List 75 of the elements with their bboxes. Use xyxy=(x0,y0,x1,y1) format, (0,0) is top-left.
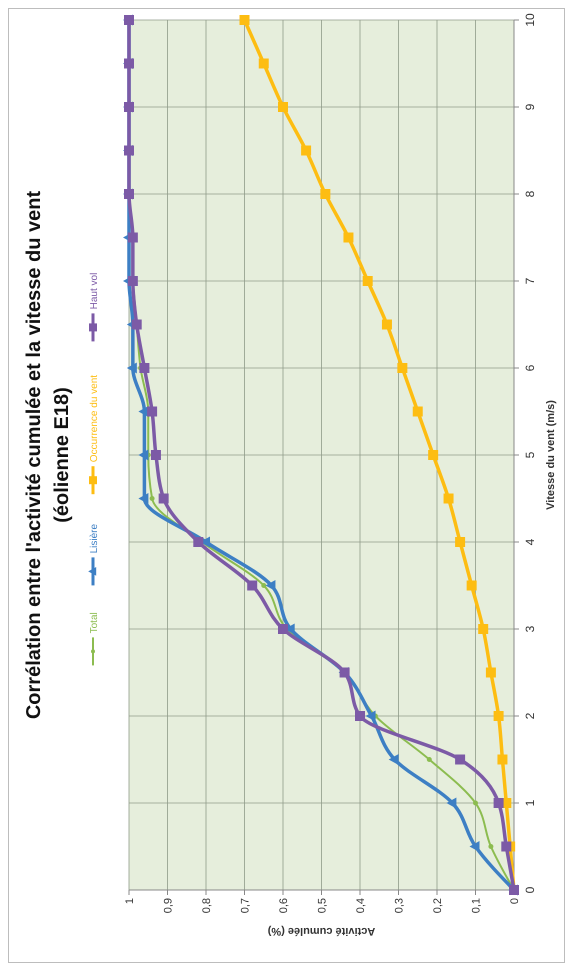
x-tick-label: 1 xyxy=(124,898,136,904)
point xyxy=(261,583,266,588)
point xyxy=(366,710,376,722)
text: Haut vol xyxy=(89,272,100,310)
point xyxy=(382,320,392,330)
point xyxy=(494,711,504,721)
x-tick-label: 0,8 xyxy=(201,898,213,914)
point xyxy=(126,362,137,374)
point xyxy=(258,58,269,68)
point xyxy=(278,624,288,634)
y-tick-label: 3 xyxy=(523,625,537,632)
point xyxy=(470,841,480,852)
point xyxy=(301,146,312,156)
point xyxy=(412,406,423,416)
x-tick-label: 0,7 xyxy=(240,898,252,914)
x-tick-label: 0 xyxy=(509,898,521,904)
point xyxy=(265,580,276,591)
point xyxy=(397,363,408,373)
x-tick-label: 0,9 xyxy=(162,898,174,914)
y-tick-label: 9 xyxy=(523,103,537,110)
y-tick-label: 7 xyxy=(523,277,537,284)
point xyxy=(486,668,496,678)
point xyxy=(150,496,155,501)
point xyxy=(473,800,478,806)
point xyxy=(147,406,158,416)
point xyxy=(362,276,373,286)
point xyxy=(455,754,466,764)
text: Lisière xyxy=(89,524,100,554)
y-tick-label: 2 xyxy=(523,712,537,720)
point xyxy=(150,450,161,460)
y-tick-label: 5 xyxy=(523,451,537,458)
x-tick-label: 0,6 xyxy=(278,898,290,914)
point xyxy=(488,844,494,849)
point xyxy=(343,232,354,242)
point xyxy=(446,798,456,808)
point xyxy=(466,580,477,590)
y-tick-label: 6 xyxy=(523,364,537,372)
text: (éolienne E18) xyxy=(51,387,73,523)
y-tick-label: 10 xyxy=(523,13,537,27)
x-tick-label: 0,5 xyxy=(316,898,328,914)
x-tick-label: 0,2 xyxy=(432,898,444,914)
x-tick-label: 0,4 xyxy=(355,898,367,914)
point xyxy=(247,580,258,590)
point xyxy=(455,537,466,547)
point xyxy=(278,102,288,112)
point xyxy=(138,450,148,460)
point xyxy=(128,276,138,286)
point xyxy=(494,798,504,808)
text: Corrélation entre l'activité cumulée et la vitesse du vent xyxy=(23,190,45,720)
point xyxy=(478,624,488,634)
point xyxy=(320,189,330,199)
text: Occurrence du vent xyxy=(89,374,100,462)
point xyxy=(138,493,148,504)
point xyxy=(426,757,432,762)
point xyxy=(128,232,138,242)
point xyxy=(139,363,150,373)
y-axis-title: Vitesse du vent (m/s) xyxy=(545,400,557,510)
point xyxy=(497,754,508,764)
y-tick-label: 8 xyxy=(523,190,537,198)
y-tick-label: 4 xyxy=(523,538,537,546)
point xyxy=(355,711,365,721)
y-tick-label: 1 xyxy=(523,799,537,806)
x-tick-label: 0,1 xyxy=(470,898,482,914)
x-axis-title: Activité cumulée (%) xyxy=(267,925,376,937)
text: Total xyxy=(89,612,100,634)
point xyxy=(240,15,250,25)
point xyxy=(428,450,438,460)
point xyxy=(501,842,512,852)
point xyxy=(132,320,142,330)
point xyxy=(193,537,204,547)
x-tick-label: 0,3 xyxy=(394,898,406,914)
point xyxy=(444,494,454,504)
y-tick-label: 0 xyxy=(523,886,537,894)
point xyxy=(388,754,399,765)
point xyxy=(158,494,169,504)
